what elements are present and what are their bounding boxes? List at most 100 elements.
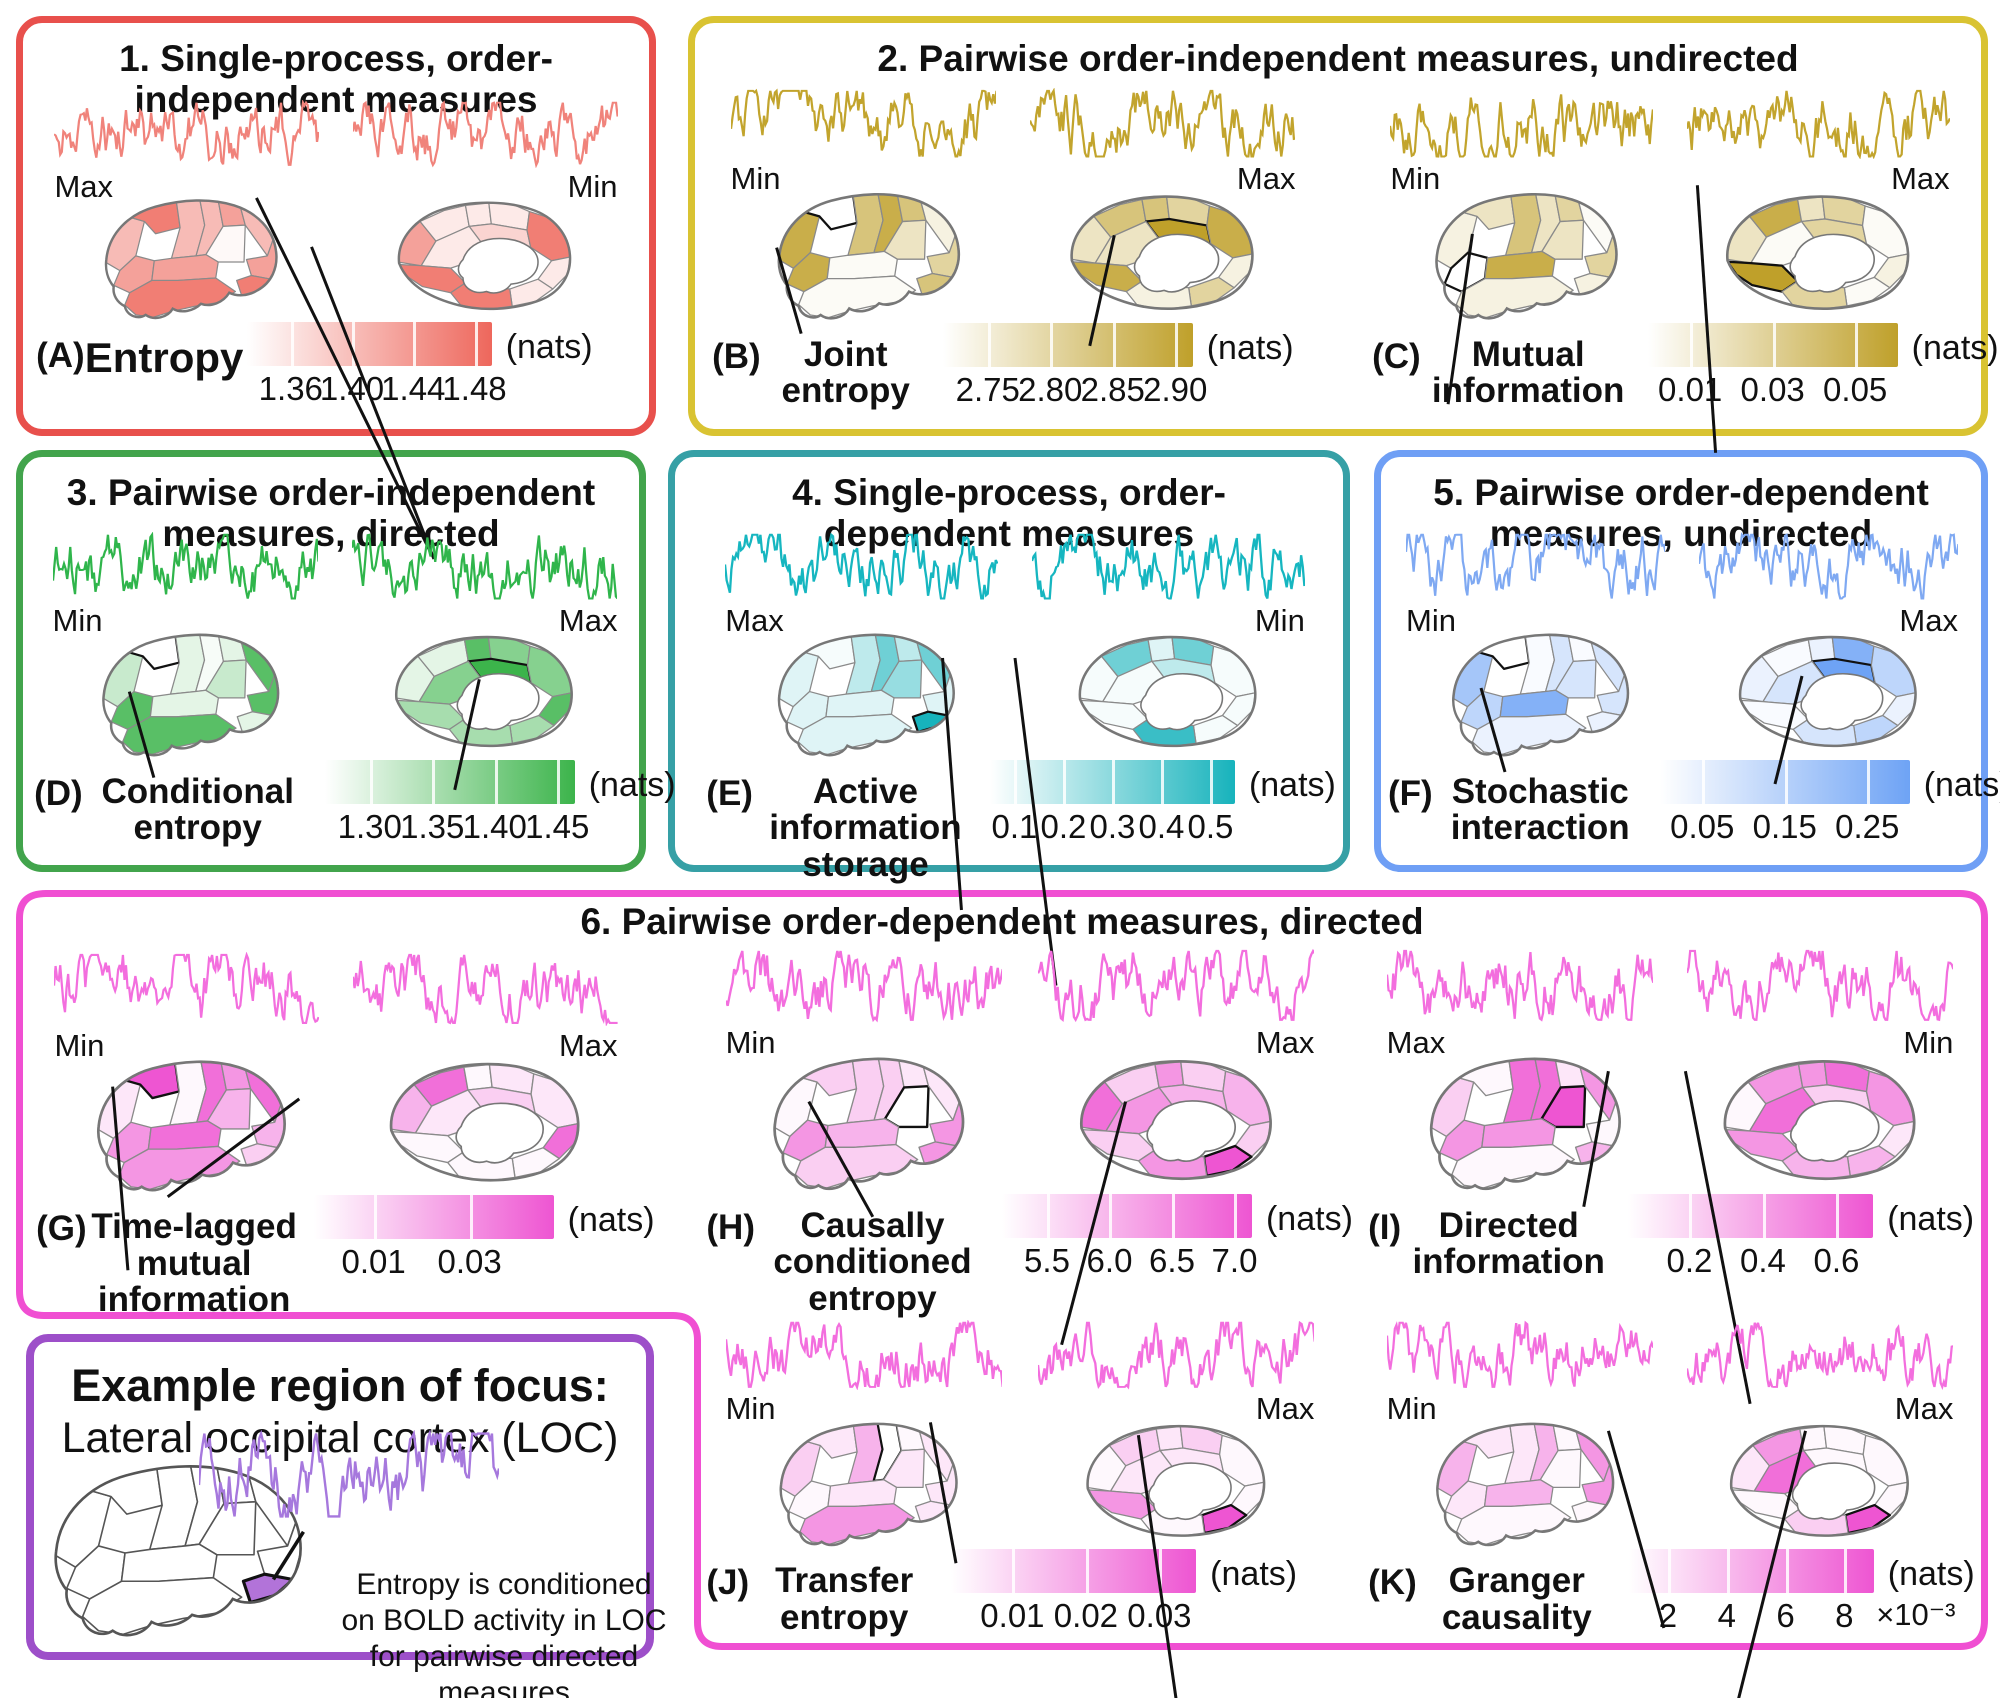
bold-trace-right	[1029, 88, 1296, 158]
colorbar-tick-label: 2.90	[1143, 370, 1208, 408]
measure-name: Causally conditioned entropy	[773, 1205, 972, 1319]
colorbar-tick-label: 0.2	[1666, 1241, 1713, 1279]
colorbar: 1.30 1.35 1.40 1.45	[324, 759, 589, 852]
bold-trace-left	[1390, 94, 1654, 158]
measure-name: Time-lagged mutual information	[91, 1206, 297, 1320]
colorbar-tick-label: 2	[1658, 1597, 1678, 1635]
bold-trace-left	[725, 532, 998, 600]
colorbar: 5.5 6.0 6.5 7.0	[1001, 1193, 1257, 1286]
extreme-label-right: Max	[558, 602, 618, 638]
measure-unit: (nats)	[567, 1200, 655, 1239]
colorbar-tick-label: 1.45	[525, 807, 590, 845]
colorbar: 0.01 0.02 0.03	[951, 1549, 1197, 1641]
colorbar-tick	[290, 322, 294, 367]
colorbar-labels: 0.1 0.2 0.3 0.4 0.5	[990, 808, 1235, 852]
bold-trace-right	[1037, 948, 1315, 1023]
brain-lateral	[101, 633, 279, 757]
colorbar-tick	[987, 322, 991, 367]
colorbar-tick	[1109, 1193, 1113, 1238]
colorbar-tick	[1784, 759, 1788, 804]
colorbar: 1.36 1.40 1.44 1.48	[246, 322, 507, 414]
measure-name: Mutual information	[1431, 334, 1625, 411]
colorbar-tick-label: 0.25	[1835, 807, 1900, 845]
brain-lateral	[1452, 633, 1630, 757]
colorbar-tick	[432, 759, 436, 804]
colorbar-tick	[1012, 1549, 1016, 1594]
measure-unit: (nats)	[1911, 328, 1999, 367]
colorbar-tick-label: 1.48	[442, 370, 507, 408]
colorbar-gradient	[1659, 759, 1910, 804]
bold-trace-left	[1386, 949, 1653, 1022]
bold-traces	[725, 948, 1315, 1023]
colorbar-tick	[1726, 1549, 1730, 1594]
colorbar-tick-label: 8	[1835, 1597, 1854, 1635]
colorbar-tick	[1234, 1193, 1238, 1238]
colorbar-tick-label: 6	[1776, 1597, 1795, 1635]
colorbar-tick-label: 0.4	[1138, 807, 1185, 845]
extreme-label-right: Max	[1894, 1391, 1954, 1427]
extreme-label-right: Max	[1255, 1024, 1315, 1060]
colorbar-tick	[1171, 1193, 1175, 1238]
brain-lateral	[1435, 1422, 1614, 1546]
colorbar-tick	[1702, 759, 1706, 804]
colorbar-tick-label: 0.02	[1053, 1597, 1119, 1635]
measure-name: Entropy	[84, 334, 244, 382]
measure-name: Joint entropy	[781, 334, 910, 411]
colorbar: 2.75 2.80 2.85 2.90	[942, 322, 1208, 415]
brain-medial	[1079, 635, 1257, 748]
measure-letter: (G)	[36, 1208, 87, 1248]
colorbar-tick	[1762, 1193, 1766, 1238]
group-title-6: 6. Pairwise order-dependent measures, di…	[580, 901, 1424, 942]
colorbar-gradient	[942, 322, 1193, 367]
group-title-4: 4. Single-process, order-dependent measu…	[792, 472, 1226, 554]
bold-trace-left	[1386, 1320, 1653, 1388]
colorbar-tick-label: 0.01	[341, 1242, 406, 1280]
extreme-label-right: Max	[1899, 602, 1958, 638]
brain-medial	[1070, 195, 1254, 310]
brain-medial	[397, 201, 572, 311]
colorbar-tick-label: 0.03	[1740, 370, 1805, 408]
panel-directed-information: Max Min (I) Directed information 0.2 0.4 0…	[1362, 948, 1978, 1304]
bold-traces	[1386, 948, 1954, 1023]
colorbar-gradient	[951, 1549, 1197, 1594]
colorbar-tick-label: 1.35	[400, 807, 465, 845]
brain-lateral	[773, 1057, 965, 1191]
extreme-label-left: Min	[1390, 161, 1441, 197]
colorbar: 0.1 0.2 0.3 0.4 0.5	[989, 759, 1235, 852]
colorbar-tick-label: 0.03	[1127, 1597, 1192, 1635]
measure-letter: (K)	[1368, 1563, 1417, 1603]
brain-lateral	[1435, 192, 1619, 320]
example-region-title: Example region of focus:	[71, 1360, 609, 1411]
colorbar-tick	[1867, 759, 1871, 804]
measure-letter: (H)	[706, 1207, 755, 1247]
bold-traces	[725, 532, 1305, 601]
colorbar-tick	[494, 759, 498, 804]
measure-letter: (E)	[706, 773, 753, 813]
colorbar-tick	[373, 1194, 377, 1239]
brain-medial	[1079, 1060, 1272, 1181]
bold-trace-right	[1687, 1322, 1954, 1390]
brain-lateral	[105, 199, 279, 320]
bold-trace-left	[54, 100, 320, 166]
colorbar-tick	[1836, 1193, 1840, 1238]
colorbar: 2 4 6 8 ×10⁻³	[1628, 1549, 1955, 1641]
extreme-label-right: Min	[567, 169, 618, 205]
extreme-label-left: Min	[1386, 1391, 1437, 1427]
colorbar: 0.05 0.15 0.25	[1659, 759, 1910, 852]
measure-unit: (nats)	[588, 765, 676, 804]
measure-name: Stochastic interaction	[1450, 771, 1630, 848]
colorbar: 0.01 0.03	[313, 1194, 554, 1287]
colorbar-tick	[1046, 1193, 1050, 1238]
brain-medial	[1726, 195, 1910, 310]
colorbar-tick-label: 0.01	[1658, 370, 1723, 408]
extreme-label-left: Max	[725, 602, 784, 638]
colorbar-labels: 2.75 2.80 2.85 2.90	[943, 371, 1208, 415]
bold-trace-left	[730, 88, 997, 158]
bold-traces	[52, 532, 618, 601]
bold-trace-right	[1698, 532, 1958, 600]
measure-letter: (I)	[1368, 1207, 1402, 1247]
colorbar-tick	[1063, 759, 1067, 804]
colorbar-tick-label: 0.5	[1187, 807, 1234, 845]
colorbar-tick	[469, 1194, 473, 1239]
